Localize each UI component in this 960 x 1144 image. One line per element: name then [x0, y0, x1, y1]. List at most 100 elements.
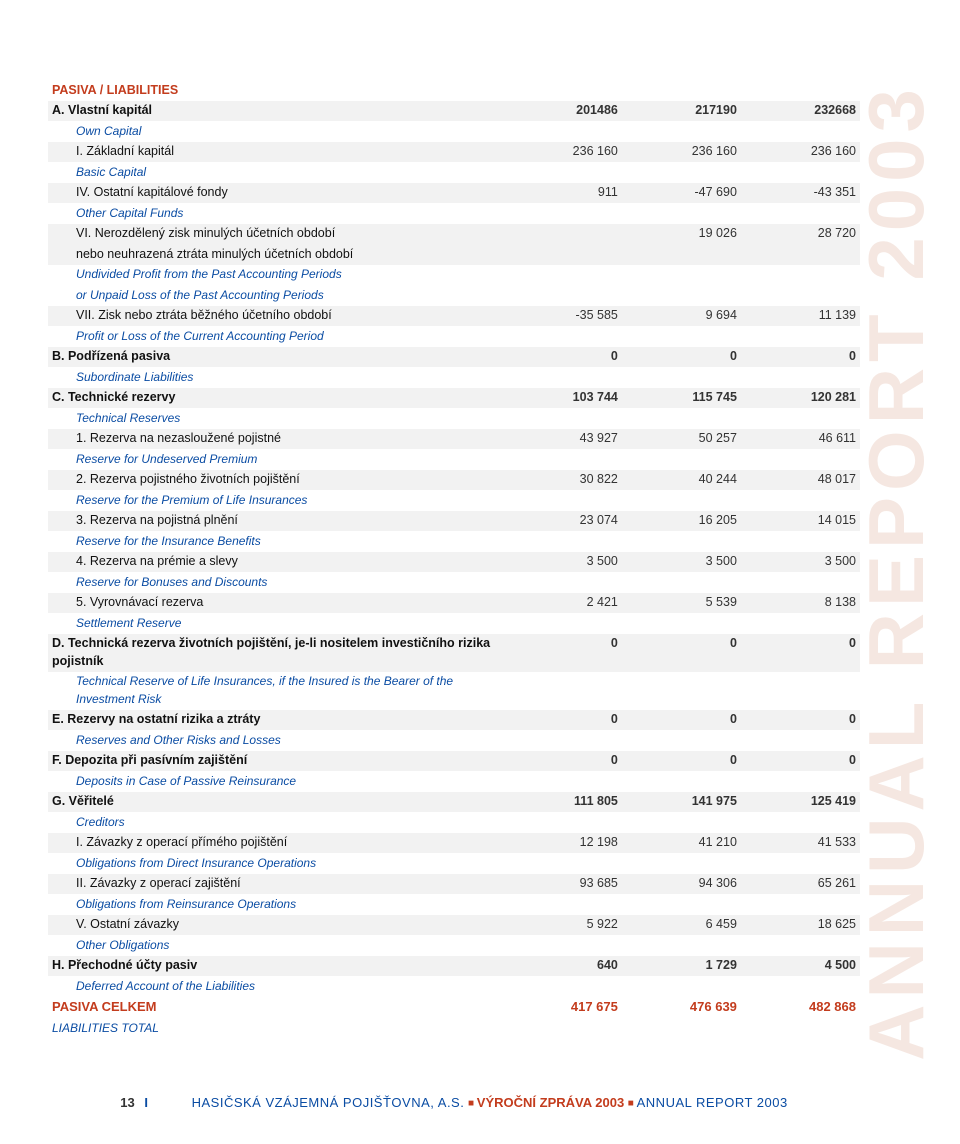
row-value — [622, 730, 741, 751]
row-value — [622, 326, 741, 347]
row-value: 5 922 — [503, 915, 622, 936]
total-row-en: LIABILITIES TOTAL — [48, 1018, 860, 1039]
row-value: 0 — [622, 710, 741, 731]
row-value — [622, 490, 741, 511]
table-row: nebo neuhrazená ztráta minulých účetních… — [48, 244, 860, 265]
row-value: 236 160 — [503, 142, 622, 163]
row-value: 9 694 — [622, 306, 741, 327]
row-label: 2. Rezerva pojistného životních pojištěn… — [48, 470, 503, 491]
row-label: A. Vlastní kapitál — [48, 101, 503, 122]
footer-divider: I — [144, 1095, 148, 1110]
page-footer: 13 I HASIČSKÁ VZÁJEMNÁ POJIŠŤOVNA, A.S. … — [48, 1095, 860, 1110]
row-label: F. Depozita při pasívním zajištění — [48, 751, 503, 772]
row-value — [503, 613, 622, 634]
footer-company: HASIČSKÁ VZÁJEMNÁ POJIŠŤOVNA, A.S. — [192, 1095, 465, 1110]
table-row: Other Capital Funds — [48, 203, 860, 224]
row-value: 28 720 — [741, 224, 860, 245]
total-value: 482 868 — [741, 997, 860, 1019]
table-row: Other Obligations — [48, 935, 860, 956]
table-row: D. Technická rezerva životních pojištění… — [48, 634, 860, 672]
row-value — [503, 265, 622, 286]
row-value: -47 690 — [622, 183, 741, 204]
row-value — [503, 121, 622, 142]
row-value — [503, 162, 622, 183]
table-row: 3. Rezerva na pojistná plnění23 07416 20… — [48, 511, 860, 532]
page-number: 13 — [120, 1095, 134, 1110]
table-row: Reserve for the Insurance Benefits — [48, 531, 860, 552]
row-value: 120 281 — [741, 388, 860, 409]
row-value: 115 745 — [622, 388, 741, 409]
row-value — [503, 812, 622, 833]
row-value: 12 198 — [503, 833, 622, 854]
row-label: C. Technické rezervy — [48, 388, 503, 409]
row-value — [741, 203, 860, 224]
row-label: Technical Reserves — [48, 408, 503, 429]
row-value — [622, 812, 741, 833]
row-value: 103 744 — [503, 388, 622, 409]
row-value — [741, 672, 860, 710]
row-value — [503, 449, 622, 470]
total-value: 417 675 — [503, 997, 622, 1019]
row-value: 640 — [503, 956, 622, 977]
row-value — [741, 162, 860, 183]
row-label: Undivided Profit from the Past Accountin… — [48, 265, 503, 286]
table-row: I. Základní kapitál236 160236 160236 160 — [48, 142, 860, 163]
table-row: Deposits in Case of Passive Reinsurance — [48, 771, 860, 792]
row-value: 201486 — [503, 101, 622, 122]
table-row: Deferred Account of the Liabilities — [48, 976, 860, 997]
row-value — [503, 80, 622, 101]
row-value: 0 — [503, 710, 622, 731]
table-row: Creditors — [48, 812, 860, 833]
row-value — [622, 572, 741, 593]
row-value — [741, 935, 860, 956]
row-label: Reserve for the Premium of Life Insuranc… — [48, 490, 503, 511]
table-row: Undivided Profit from the Past Accountin… — [48, 265, 860, 286]
row-value: 18 625 — [741, 915, 860, 936]
table-row: Reserves and Other Risks and Losses — [48, 730, 860, 751]
row-label: Basic Capital — [48, 162, 503, 183]
row-value: 65 261 — [741, 874, 860, 895]
row-value: 236 160 — [622, 142, 741, 163]
row-value — [622, 265, 741, 286]
row-label: or Unpaid Loss of the Past Accounting Pe… — [48, 285, 503, 306]
row-value — [741, 812, 860, 833]
table-row: II. Závazky z operací zajištění93 68594 … — [48, 874, 860, 895]
row-value: 0 — [622, 347, 741, 368]
row-value — [741, 265, 860, 286]
footer-title-cz: VÝROČNÍ ZPRÁVA 2003 — [477, 1095, 624, 1110]
row-value — [622, 408, 741, 429]
row-value: 0 — [741, 751, 860, 772]
table-row: Obligations from Direct Insurance Operat… — [48, 853, 860, 874]
row-value — [622, 449, 741, 470]
row-label: Reserves and Other Risks and Losses — [48, 730, 503, 751]
row-value: 125 419 — [741, 792, 860, 813]
side-watermark: ANNUAL REPORT 2003 — [851, 83, 942, 1061]
row-value: 23 074 — [503, 511, 622, 532]
row-value — [741, 771, 860, 792]
row-value — [503, 572, 622, 593]
table-row: E. Rezervy na ostatní rizika a ztráty000 — [48, 710, 860, 731]
row-value — [503, 203, 622, 224]
row-label: 5. Vyrovnávací rezerva — [48, 593, 503, 614]
row-label: 1. Rezerva na nezasloužené pojistné — [48, 429, 503, 450]
table-row: Technical Reserve of Life Insurances, if… — [48, 672, 860, 710]
row-label: Own Capital — [48, 121, 503, 142]
table-row: Own Capital — [48, 121, 860, 142]
row-value — [622, 531, 741, 552]
row-value — [622, 935, 741, 956]
row-value: -35 585 — [503, 306, 622, 327]
liabilities-table: PASIVA / LIABILITIESA. Vlastní kapitál20… — [48, 80, 860, 1039]
table-row: 2. Rezerva pojistného životních pojištěn… — [48, 470, 860, 491]
row-label: Reserve for the Insurance Benefits — [48, 531, 503, 552]
row-label: Settlement Reserve — [48, 613, 503, 634]
table-row: Settlement Reserve — [48, 613, 860, 634]
row-value: 43 927 — [503, 429, 622, 450]
table-row: Subordinate Liabilities — [48, 367, 860, 388]
row-value — [741, 976, 860, 997]
row-value: 111 805 — [503, 792, 622, 813]
table-row: Obligations from Reinsurance Operations — [48, 894, 860, 915]
page: ANNUAL REPORT 2003 PASIVA / LIABILITIESA… — [0, 0, 960, 1144]
row-value — [622, 672, 741, 710]
row-value — [622, 121, 741, 142]
table-row: 4. Rezerva na prémie a slevy3 5003 5003 … — [48, 552, 860, 573]
